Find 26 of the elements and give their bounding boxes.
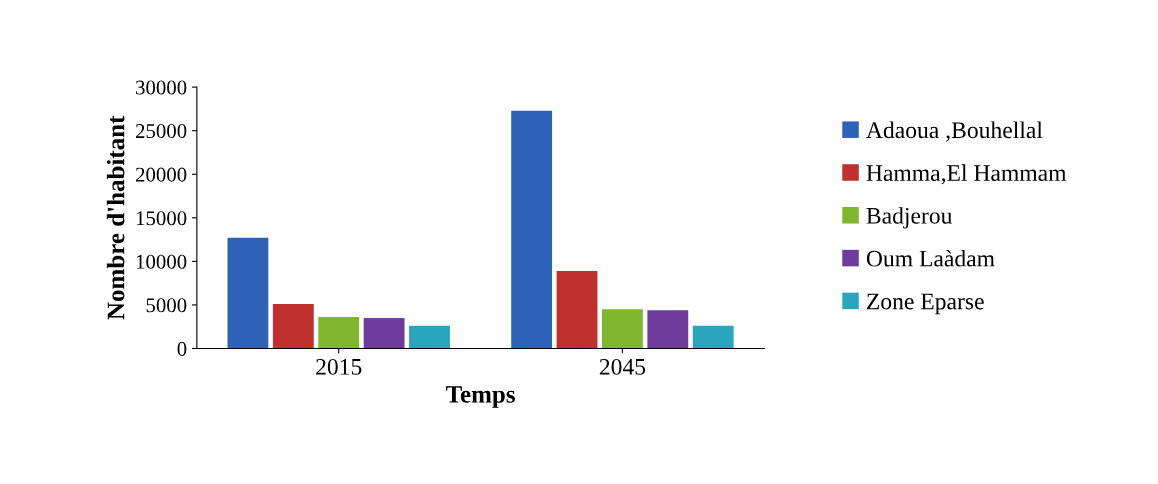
y-tick-label: 15000: [136, 211, 187, 226]
y-tick-label: 0: [177, 341, 187, 356]
x-axis-title: Temps: [445, 386, 515, 408]
x-tick-label: 2015: [316, 358, 362, 375]
y-tick-label: 30000: [136, 80, 187, 95]
legend-label: Zone Eparse: [867, 293, 984, 315]
bar: [272, 304, 314, 349]
y-tick-label: 5000: [146, 298, 187, 313]
bar: [647, 310, 689, 349]
bar: [227, 237, 269, 349]
y-axis-title: Nombre d'habitant: [106, 115, 125, 320]
legend-label: Hamma,El Hammam: [866, 164, 1067, 185]
x-tick-label: 2045: [599, 358, 646, 375]
y-tick-label: 20000: [135, 167, 187, 182]
bar: [318, 317, 360, 349]
legend-label: Adaoua ,Bouhellal: [866, 121, 1043, 142]
legend-label: Oum Laàdam: [866, 249, 995, 267]
y-tick-label: 10000: [136, 254, 187, 269]
legend-label: Badjerou: [866, 207, 953, 229]
bar: [363, 317, 405, 349]
bar: [556, 270, 598, 349]
bar: [511, 110, 553, 349]
y-tick-label: 25000: [135, 124, 187, 139]
bar: [692, 325, 734, 349]
bar: [409, 325, 450, 349]
bar: [602, 309, 643, 349]
